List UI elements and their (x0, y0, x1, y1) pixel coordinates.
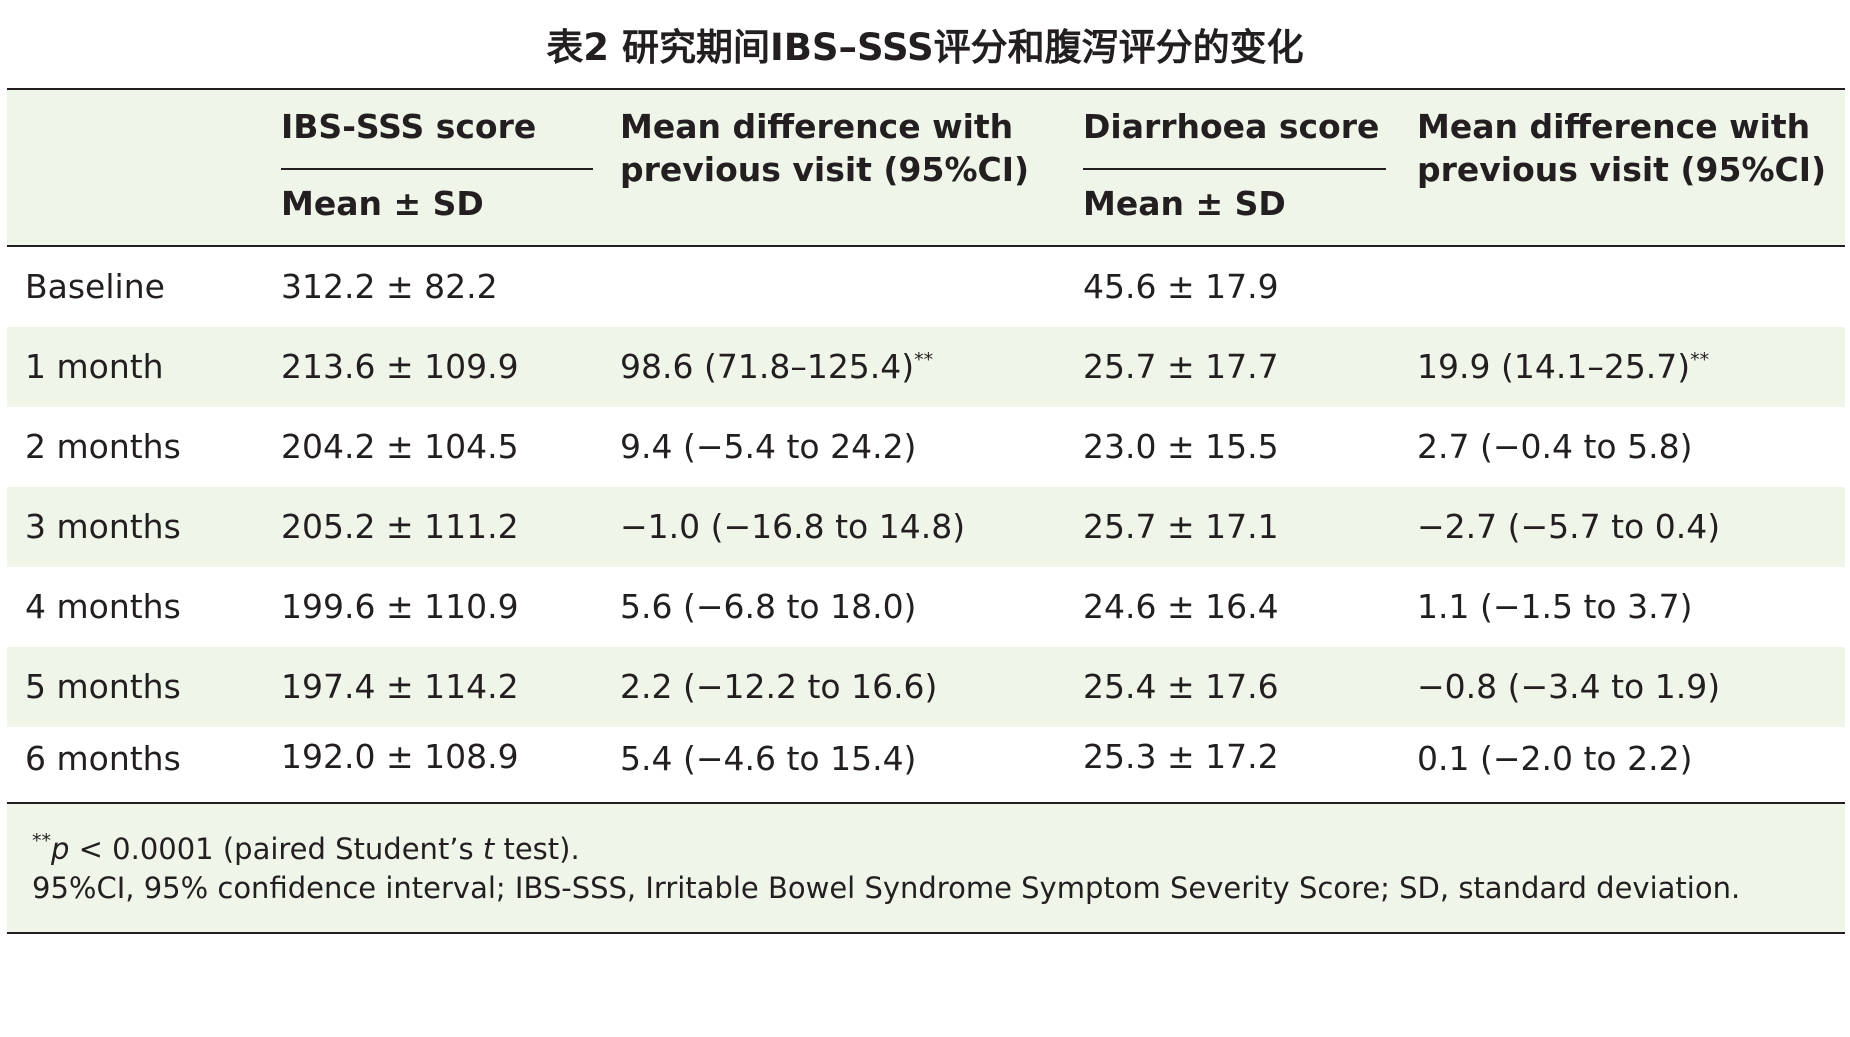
ibs-mean-sd: 197.4 ± 114.2 (281, 667, 519, 706)
row-label: 5 months (25, 667, 181, 706)
header-ibs-mean-sd: Mean ± SD (281, 184, 484, 223)
ibs-mean-sd: 204.2 ± 104.5 (281, 427, 519, 466)
ibs-mean-difference: 2.2 (−12.2 to 16.6) (620, 667, 938, 706)
abbreviations-footnote: 95%CI, 95% confidence interval; IBS-SSS,… (32, 871, 1741, 905)
significance-footnote: **p < 0.0001 (paired Student’s t test). (32, 830, 580, 867)
header-diarrhoea-mean-sd: Mean ± SD (1083, 184, 1286, 223)
ibs-mean-difference: 5.6 (−6.8 to 18.0) (620, 587, 917, 626)
row-label: 1 month (25, 347, 164, 386)
header-ibs-underline (281, 168, 593, 170)
footnote-band (7, 804, 1845, 932)
row-label: 2 months (25, 427, 181, 466)
ibs-mean-sd: 192.0 ± 108.9 (281, 737, 519, 776)
header-diarrhoea-score: Diarrhoea score (1083, 107, 1380, 146)
table-row: Baseline 312.2 ± 82.2 45.6 ± 17.9 (7, 247, 1845, 327)
header-diff1-line1: Mean difference with (620, 107, 1014, 146)
diarrhoea-mean-difference: 2.7 (−0.4 to 5.8) (1417, 427, 1693, 466)
diarrhoea-mean-difference: −2.7 (−5.7 to 0.4) (1417, 507, 1721, 546)
header-band (7, 90, 1845, 245)
row-label: 4 months (25, 587, 181, 626)
ibs-mean-sd: 199.6 ± 110.9 (281, 587, 519, 626)
header-diff2-line2: previous visit (95%CI) (1417, 150, 1827, 189)
ibs-mean-sd: 312.2 ± 82.2 (281, 267, 498, 306)
ibs-mean-sd: 205.2 ± 111.2 (281, 507, 519, 546)
bottom-rule (7, 932, 1845, 934)
diarrhoea-mean-sd: 25.7 ± 17.7 (1083, 347, 1279, 386)
header-rule (7, 245, 1845, 247)
table-row: 3 months 205.2 ± 111.2 −1.0 (−16.8 to 14… (7, 487, 1845, 567)
ibs-mean-difference: 5.4 (−4.6 to 15.4) (620, 739, 917, 778)
table-row: 1 month 213.6 ± 109.9 98.6 (71.8–125.4)*… (7, 327, 1845, 407)
ibs-mean-difference: −1.0 (−16.8 to 14.8) (620, 507, 966, 546)
table-row: 4 months 199.6 ± 110.9 5.6 (−6.8 to 18.0… (7, 567, 1845, 647)
diarrhoea-mean-sd: 24.6 ± 16.4 (1083, 587, 1279, 626)
table-row: 6 months 192.0 ± 108.9 5.4 (−4.6 to 15.4… (7, 727, 1845, 802)
diarrhoea-mean-sd: 23.0 ± 15.5 (1083, 427, 1279, 466)
diarrhoea-mean-sd: 45.6 ± 17.9 (1083, 267, 1279, 306)
ibs-mean-sd: 213.6 ± 109.9 (281, 347, 519, 386)
table-row: 2 months 204.2 ± 104.5 9.4 (−5.4 to 24.2… (7, 407, 1845, 487)
table-title: 表2 研究期间IBS–SSS评分和腹泻评分的变化 (546, 26, 1304, 69)
diarrhoea-mean-sd: 25.7 ± 17.1 (1083, 507, 1279, 546)
row-label: 3 months (25, 507, 181, 546)
diarrhoea-mean-difference: −0.8 (−3.4 to 1.9) (1417, 667, 1721, 706)
header-diff1-line2: previous visit (95%CI) (620, 150, 1030, 189)
diarrhoea-mean-sd: 25.4 ± 17.6 (1083, 667, 1279, 706)
ibs-mean-difference: 9.4 (−5.4 to 24.2) (620, 427, 917, 466)
row-label: Baseline (25, 267, 165, 306)
table-row: 5 months 197.4 ± 114.2 2.2 (−12.2 to 16.… (7, 647, 1845, 727)
diarrhoea-mean-difference: 0.1 (−2.0 to 2.2) (1417, 739, 1693, 778)
header-diff2-line1: Mean difference with (1417, 107, 1811, 146)
top-rule (7, 88, 1845, 90)
diarrhoea-mean-difference: 19.9 (14.1–25.7)** (1417, 347, 1710, 386)
diarrhoea-mean-difference: 1.1 (−1.5 to 3.7) (1417, 587, 1693, 626)
header-ibs-score: IBS-SSS score (281, 107, 537, 146)
row-label: 6 months (25, 739, 181, 778)
diarrhoea-mean-sd: 25.3 ± 17.2 (1083, 737, 1279, 776)
header-diarrhoea-underline (1083, 168, 1386, 170)
ibs-mean-difference: 98.6 (71.8–125.4)** (620, 347, 934, 386)
body-bottom-rule (7, 802, 1845, 804)
